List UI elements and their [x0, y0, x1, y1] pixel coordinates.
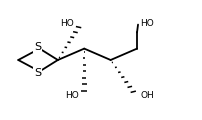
- Text: HO: HO: [60, 19, 74, 28]
- Text: S: S: [34, 68, 41, 78]
- Text: S: S: [34, 42, 41, 52]
- Text: OH: OH: [139, 91, 153, 100]
- Text: HO: HO: [139, 19, 153, 28]
- Text: HO: HO: [65, 91, 79, 100]
